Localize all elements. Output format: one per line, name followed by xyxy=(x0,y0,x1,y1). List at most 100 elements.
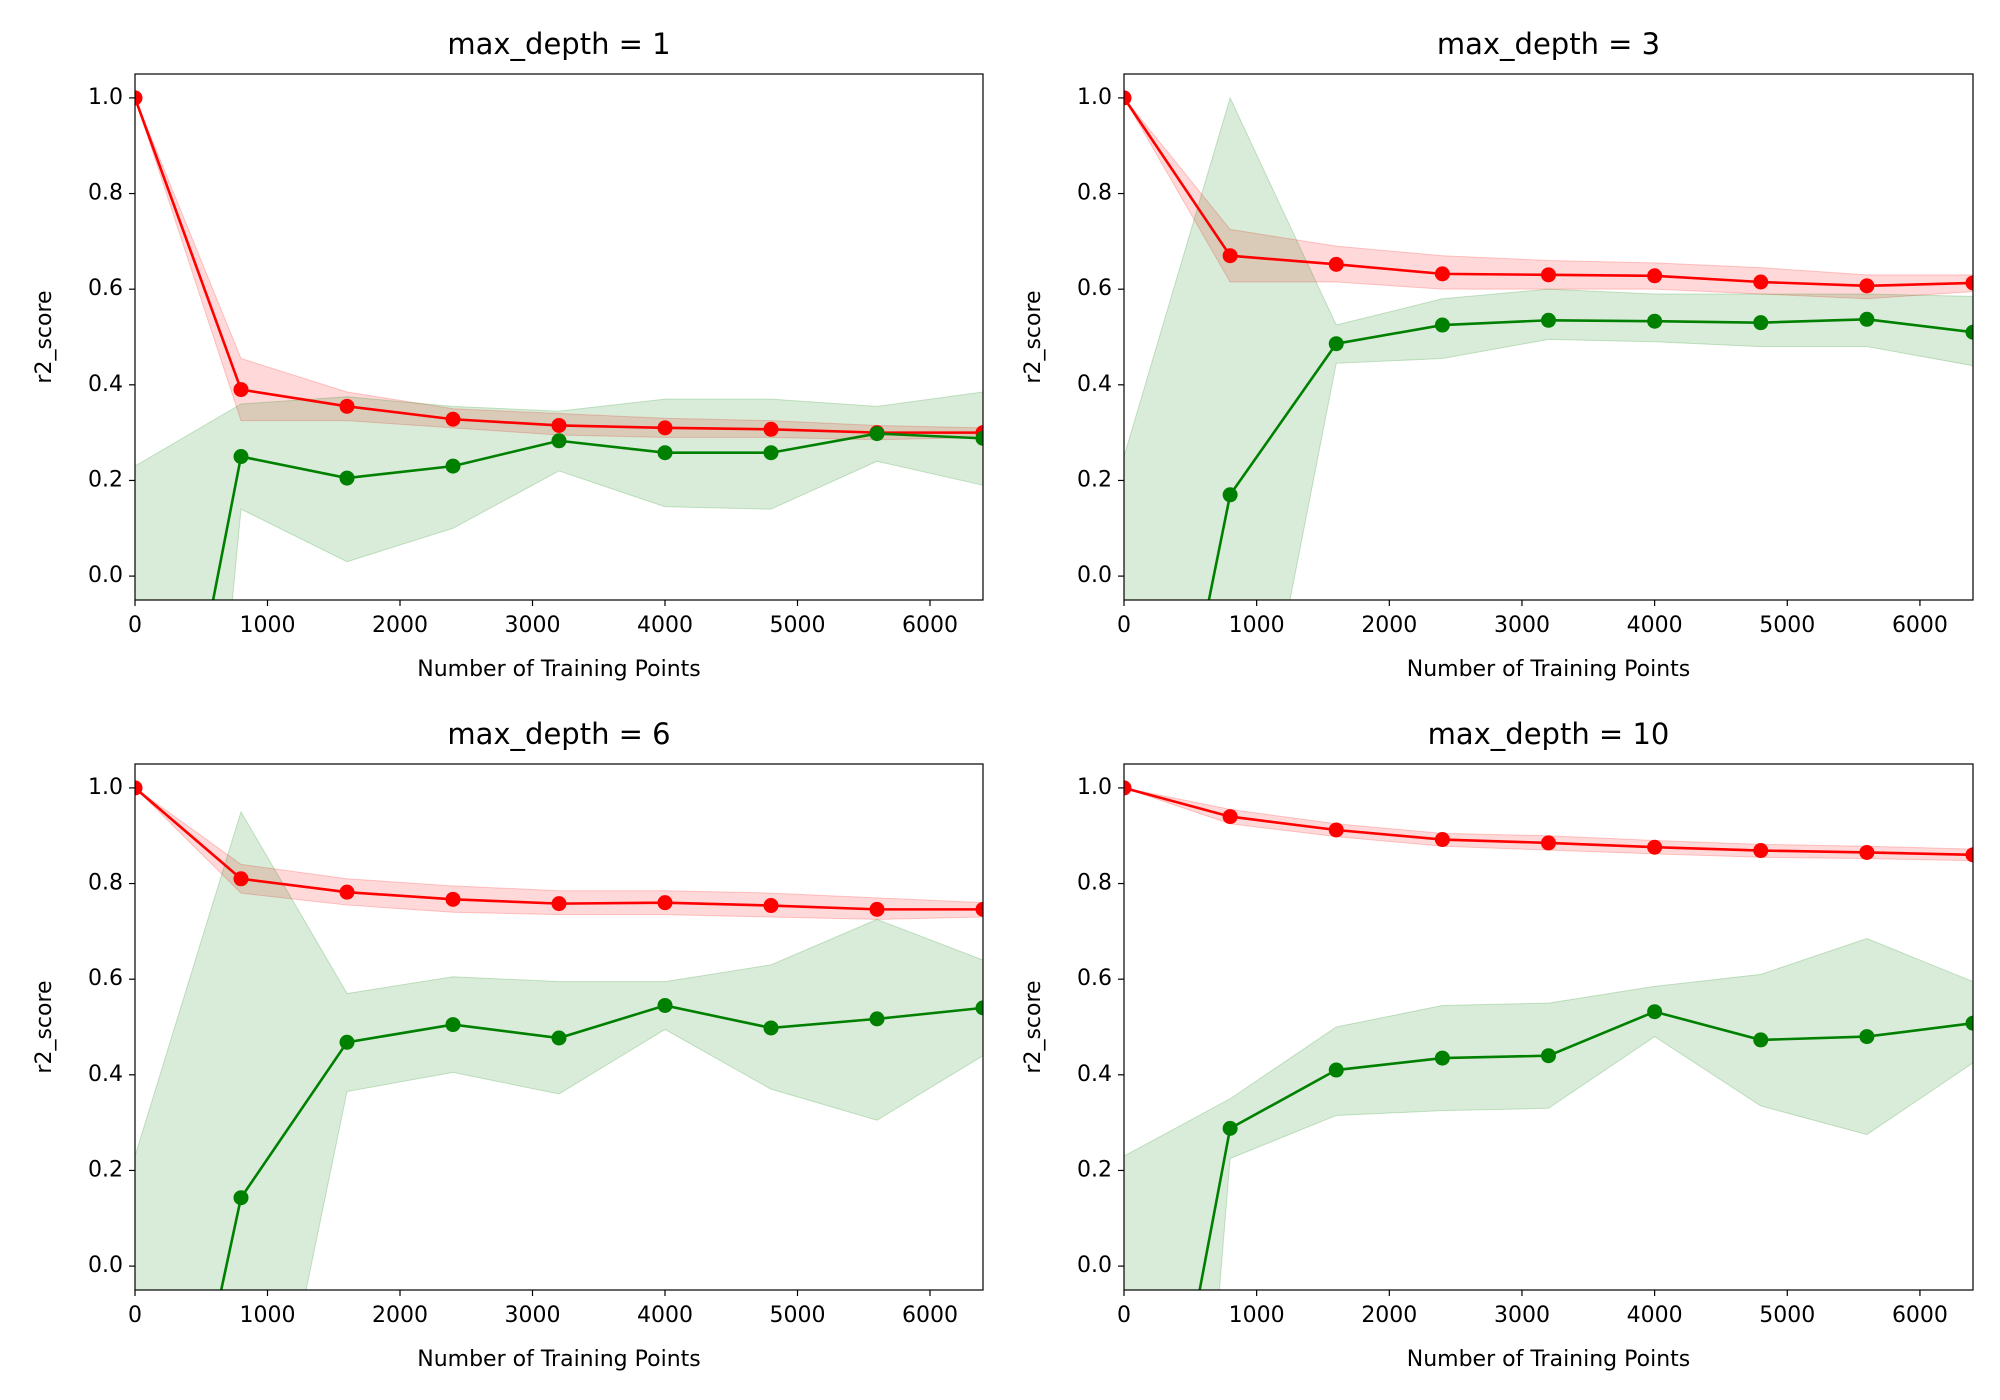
y-tick-label: 0.2 xyxy=(88,1157,123,1182)
data-point xyxy=(1647,313,1663,329)
x-tick-label: 4000 xyxy=(1627,1303,1683,1328)
data-point xyxy=(551,417,567,433)
data-point xyxy=(1434,317,1450,333)
data-point xyxy=(657,997,673,1013)
panel: max_depth = 6 Number of Training Points r2… xyxy=(32,717,984,1372)
x-tick-label: 1000 xyxy=(1229,613,1285,638)
y-tick-label: 0.8 xyxy=(1077,871,1112,896)
x-tick-label: 1000 xyxy=(1229,1303,1285,1328)
x-tick-label: 0 xyxy=(128,1303,142,1328)
x-tick-label: 4000 xyxy=(1627,613,1683,638)
x-tick-label: 5000 xyxy=(1759,1303,1815,1328)
data-point xyxy=(1434,266,1450,282)
x-tick-label: 2000 xyxy=(372,613,428,638)
x-axis-label: Number of Training Points xyxy=(417,657,700,682)
data-point xyxy=(1222,487,1238,503)
x-axis-label: Number of Training Points xyxy=(417,1347,700,1372)
axes-frame xyxy=(134,73,984,601)
x-tick-label: 0 xyxy=(128,613,142,638)
data-point xyxy=(1328,822,1344,838)
plot-area xyxy=(135,780,983,1290)
data-point xyxy=(1328,1062,1344,1078)
data-point xyxy=(339,1034,355,1050)
data-point xyxy=(445,1017,461,1033)
x-tick-label: 1000 xyxy=(240,613,296,638)
data-point xyxy=(1434,1050,1450,1066)
confidence-band xyxy=(1124,97,1973,300)
data-point xyxy=(1965,847,1973,863)
subplot-title: max_depth = 3 xyxy=(1437,27,1660,61)
y-tick-label: 0.8 xyxy=(88,181,123,206)
x-axis-label: Number of Training Points xyxy=(1407,657,1690,682)
axes-frame xyxy=(1123,73,1974,601)
data-point xyxy=(233,382,249,398)
confidence-band xyxy=(135,97,983,441)
y-axis-label: r2_score xyxy=(32,980,57,1073)
data-point xyxy=(1222,809,1238,825)
data-point xyxy=(763,445,779,461)
data-point xyxy=(551,433,567,449)
data-point xyxy=(975,430,983,446)
panel: max_depth = 1 Number of Training Points r2… xyxy=(32,27,984,682)
subplot-title: max_depth = 10 xyxy=(1428,717,1670,751)
confidence-band xyxy=(135,810,983,1290)
y-axis-label: r2_score xyxy=(1021,290,1046,383)
y-tick-label: 0.2 xyxy=(1077,467,1112,492)
data-point xyxy=(763,1020,779,1036)
data-point xyxy=(657,895,673,911)
y-tick-label: 0.4 xyxy=(88,372,123,397)
data-point xyxy=(1859,1029,1875,1045)
data-point xyxy=(445,458,461,474)
data-point xyxy=(1859,278,1875,294)
data-point xyxy=(1859,311,1875,327)
plot-area xyxy=(1124,90,1973,600)
y-tick-label: 0.2 xyxy=(1077,1157,1112,1182)
y-tick-label: 0.4 xyxy=(88,1062,123,1087)
plot-area xyxy=(1124,780,1973,1290)
y-tick-label: 0.8 xyxy=(1077,181,1112,206)
y-tick-label: 0.6 xyxy=(1077,966,1112,991)
y-tick-label: 1.0 xyxy=(88,775,123,800)
data-point xyxy=(1124,780,1132,796)
data-point xyxy=(1124,90,1132,106)
x-tick-label: 5000 xyxy=(770,613,826,638)
data-point xyxy=(233,449,249,465)
y-axis-label: r2_score xyxy=(32,290,57,383)
axes-frame xyxy=(134,763,984,1291)
y-tick-label: 1.0 xyxy=(1077,85,1112,110)
data-point xyxy=(869,426,885,442)
y-tick-label: 0.0 xyxy=(1077,1253,1112,1278)
data-point xyxy=(135,90,143,106)
data-point xyxy=(1222,248,1238,264)
x-tick-label: 1000 xyxy=(240,1303,296,1328)
x-tick-label: 4000 xyxy=(637,1303,693,1328)
x-tick-label: 0 xyxy=(1117,613,1131,638)
data-point xyxy=(1222,1120,1238,1136)
y-tick-label: 0.6 xyxy=(1077,276,1112,301)
data-point xyxy=(551,1030,567,1046)
y-tick-label: 0.8 xyxy=(88,871,123,896)
y-tick-label: 0.4 xyxy=(1077,372,1112,397)
y-tick-label: 0.0 xyxy=(88,563,123,588)
x-tick-label: 3000 xyxy=(1494,1303,1550,1328)
data-point xyxy=(1753,274,1769,290)
data-point xyxy=(445,411,461,427)
data-point xyxy=(1328,336,1344,352)
data-point xyxy=(1434,832,1450,848)
data-point xyxy=(1965,275,1973,291)
x-tick-label: 6000 xyxy=(1892,1303,1948,1328)
x-tick-label: 6000 xyxy=(1892,613,1948,638)
data-point xyxy=(975,901,983,917)
data-point xyxy=(1859,844,1875,860)
data-point xyxy=(1647,268,1663,284)
panel: max_depth = 3 Number of Training Points r2… xyxy=(1021,27,1974,682)
x-tick-label: 4000 xyxy=(637,613,693,638)
x-tick-label: 3000 xyxy=(1494,613,1550,638)
y-tick-label: 1.0 xyxy=(88,85,123,110)
panel: max_depth = 10 Number of Training Points r… xyxy=(1021,717,1974,1372)
data-point xyxy=(1541,312,1556,328)
x-tick-label: 5000 xyxy=(1759,613,1815,638)
y-axis-label: r2_score xyxy=(1021,980,1046,1073)
y-tick-label: 1.0 xyxy=(1077,775,1112,800)
x-axis-label: Number of Training Points xyxy=(1407,1347,1690,1372)
